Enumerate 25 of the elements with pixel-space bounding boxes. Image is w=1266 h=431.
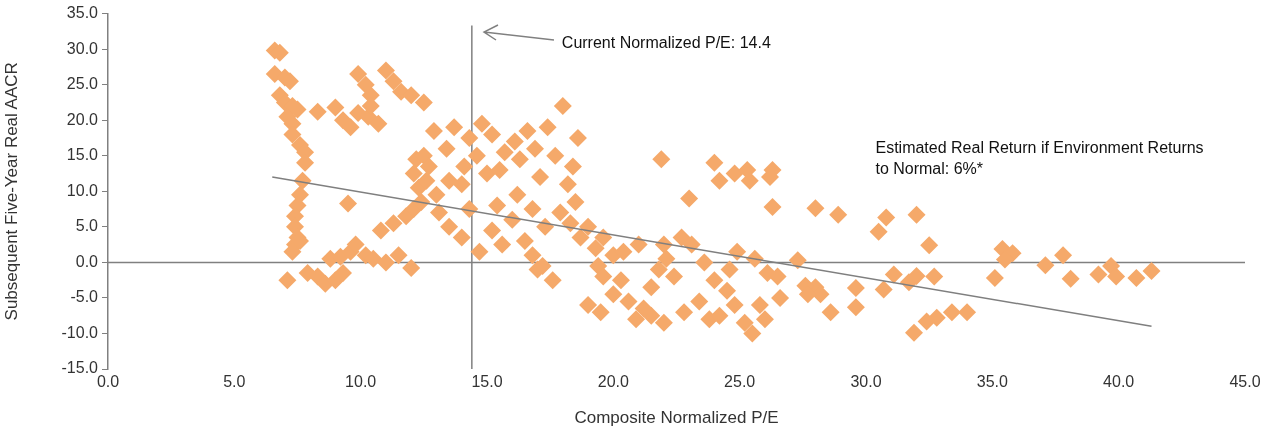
y-tick-label: 5.0 <box>75 217 99 235</box>
x-tick-label: 30.0 <box>850 373 882 391</box>
y-tick-label: 0.0 <box>75 252 99 270</box>
y-tick-label: 35.0 <box>66 4 99 22</box>
y-tick-label: -10.0 <box>61 323 99 341</box>
x-tick-label: 40.0 <box>1103 373 1135 391</box>
y-tick-label: -5.0 <box>70 288 99 306</box>
x-tick-label: 20.0 <box>597 373 630 391</box>
y-tick-label: 25.0 <box>66 75 99 93</box>
x-tick-label: 10.0 <box>345 373 377 391</box>
annotation: Current Normalized P/E: 14.4 <box>561 34 771 52</box>
y-tick-label: 10.0 <box>66 181 99 199</box>
x-tick-label: 35.0 <box>976 373 1009 391</box>
x-tick-label: 0.0 <box>96 373 120 391</box>
annotation: Estimated Real Return if Environment Returns to Normal: 6%* <box>875 139 1204 178</box>
x-tick-label: 25.0 <box>724 373 756 391</box>
y-tick-label: 20.0 <box>66 110 99 128</box>
y-tick-label: 15.0 <box>66 146 99 164</box>
y-tick-label: -15.0 <box>61 359 99 377</box>
x-tick-label: 15.0 <box>471 373 503 391</box>
x-tick-label: 45.0 <box>1229 373 1261 391</box>
x-axis-title: Composite Normalized P/E <box>574 408 779 428</box>
x-tick-label: 5.0 <box>223 373 246 391</box>
y-tick-label: 30.0 <box>66 39 99 57</box>
y-axis-title: Subsequent Five-Year Real AACR <box>1 62 21 321</box>
